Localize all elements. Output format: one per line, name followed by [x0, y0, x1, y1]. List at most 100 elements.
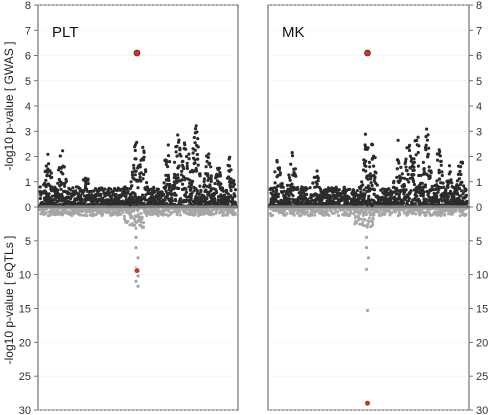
gwas-point	[420, 181, 424, 185]
gwas-point	[196, 137, 200, 141]
gwas-point	[130, 184, 134, 188]
eqtl-point	[151, 213, 155, 216]
gwas-point	[133, 194, 137, 198]
gwas-point	[134, 157, 138, 161]
bottom-tick-label: 15	[476, 304, 488, 316]
gwas-point	[438, 150, 442, 154]
eqtl-point	[178, 210, 182, 214]
gwas-point	[103, 187, 107, 191]
gwas-point	[207, 176, 211, 181]
gwas-point	[168, 183, 172, 187]
eqtl-point	[363, 217, 367, 221]
eqtl-point	[133, 223, 137, 227]
gwas-point	[405, 169, 409, 173]
gwas-point	[204, 165, 208, 169]
eqtl-lead-snp	[133, 267, 141, 275]
gwas-point	[373, 175, 377, 179]
gwas-point	[429, 171, 433, 175]
gwas-point	[56, 181, 60, 185]
gwas-point	[164, 160, 169, 164]
gwas-point	[439, 159, 443, 163]
gwas-point	[61, 149, 65, 153]
gwas-point	[280, 182, 284, 186]
gwas-point	[193, 127, 198, 131]
gwas-point	[416, 164, 420, 168]
gwas-point	[86, 181, 90, 186]
gwas-point	[409, 189, 413, 193]
eqtl-point	[327, 213, 331, 217]
gwas-point	[222, 193, 227, 197]
gwas-point	[424, 143, 428, 147]
gwas-point	[96, 200, 100, 204]
gwas-point	[412, 168, 416, 172]
gwas-point	[140, 197, 144, 201]
eqtl-point	[122, 214, 126, 218]
gwas-point	[216, 198, 220, 202]
eqtl-point	[134, 246, 138, 250]
gwas-point	[191, 151, 195, 155]
gwas-point	[427, 165, 431, 169]
eqtl-lead-snp	[364, 399, 371, 407]
gwas-point	[181, 182, 185, 186]
gwas-point	[187, 195, 191, 199]
gwas-point	[274, 189, 279, 193]
gwas-point	[126, 189, 130, 193]
gwas-point	[315, 182, 319, 186]
gwas-point	[229, 168, 233, 172]
gwas-point	[197, 192, 201, 196]
eqtl-point	[361, 221, 364, 225]
gwas-point	[187, 157, 191, 161]
gwas-point	[128, 187, 132, 191]
eqtl-point	[299, 214, 303, 217]
gwas-point	[132, 163, 136, 167]
eqtl-point	[398, 213, 402, 216]
gwas-point	[395, 167, 399, 171]
gwas-point	[172, 160, 177, 164]
gwas-point	[114, 192, 118, 197]
gwas-point	[189, 186, 193, 190]
gwas-point	[396, 138, 400, 142]
eqtl-point	[364, 267, 369, 271]
gwas-point	[92, 189, 96, 193]
gwas-point	[175, 144, 179, 148]
gwas-point	[154, 199, 158, 203]
gwas-point	[47, 192, 51, 196]
gwas-point	[71, 186, 75, 190]
gwas-point	[412, 173, 416, 177]
gwas-point	[194, 166, 198, 171]
eqtl-point	[140, 215, 144, 219]
bottom-tick-label: 30	[19, 405, 31, 415]
gwas-point	[411, 180, 416, 184]
eqtl-point	[372, 213, 376, 217]
gwas-point	[229, 188, 233, 193]
gwas-point	[305, 187, 309, 191]
gwas-point	[150, 193, 154, 197]
eqtl-point	[364, 213, 368, 216]
gwas-point	[226, 192, 230, 196]
gwas-point	[289, 189, 293, 193]
gwas-point	[271, 189, 275, 193]
gwas-point	[275, 158, 279, 163]
gwas-point	[168, 160, 172, 164]
gwas-point	[437, 171, 441, 175]
gwas-point	[99, 192, 103, 196]
gwas-point	[404, 159, 408, 164]
gwas-point	[289, 162, 293, 166]
gwas-point	[233, 194, 237, 198]
gwas-point	[402, 183, 406, 187]
eqtl-point	[145, 214, 149, 218]
gwas-point	[305, 192, 309, 196]
gwas-point	[195, 189, 199, 193]
gwas-point	[440, 170, 444, 174]
gwas-point	[50, 194, 55, 198]
gwas-point	[180, 169, 184, 173]
eqtl-point	[80, 213, 84, 217]
gwas-point	[83, 176, 87, 180]
eqtl-point	[223, 213, 227, 217]
gwas-point	[367, 160, 371, 164]
gwas-point	[460, 180, 464, 184]
gwas-point	[273, 170, 277, 174]
gwas-point	[56, 188, 60, 192]
gwas-point	[119, 193, 123, 197]
